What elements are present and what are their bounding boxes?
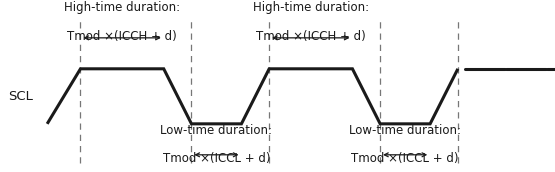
Text: Tmod ×(ICCL + d): Tmod ×(ICCL + d) xyxy=(351,152,459,165)
Text: SCL: SCL xyxy=(8,90,33,103)
Text: Low-time duration:: Low-time duration: xyxy=(160,124,273,137)
Text: Tmod ×(ICCL + d): Tmod ×(ICCL + d) xyxy=(163,152,270,165)
Text: Low-time duration:: Low-time duration: xyxy=(349,124,461,137)
Text: Tmod ×(ICCH + d): Tmod ×(ICCH + d) xyxy=(256,30,366,43)
Text: High-time duration:: High-time duration: xyxy=(253,1,369,14)
Text: Tmod ×(ICCH + d): Tmod ×(ICCH + d) xyxy=(67,30,177,43)
Text: High-time duration:: High-time duration: xyxy=(64,1,180,14)
